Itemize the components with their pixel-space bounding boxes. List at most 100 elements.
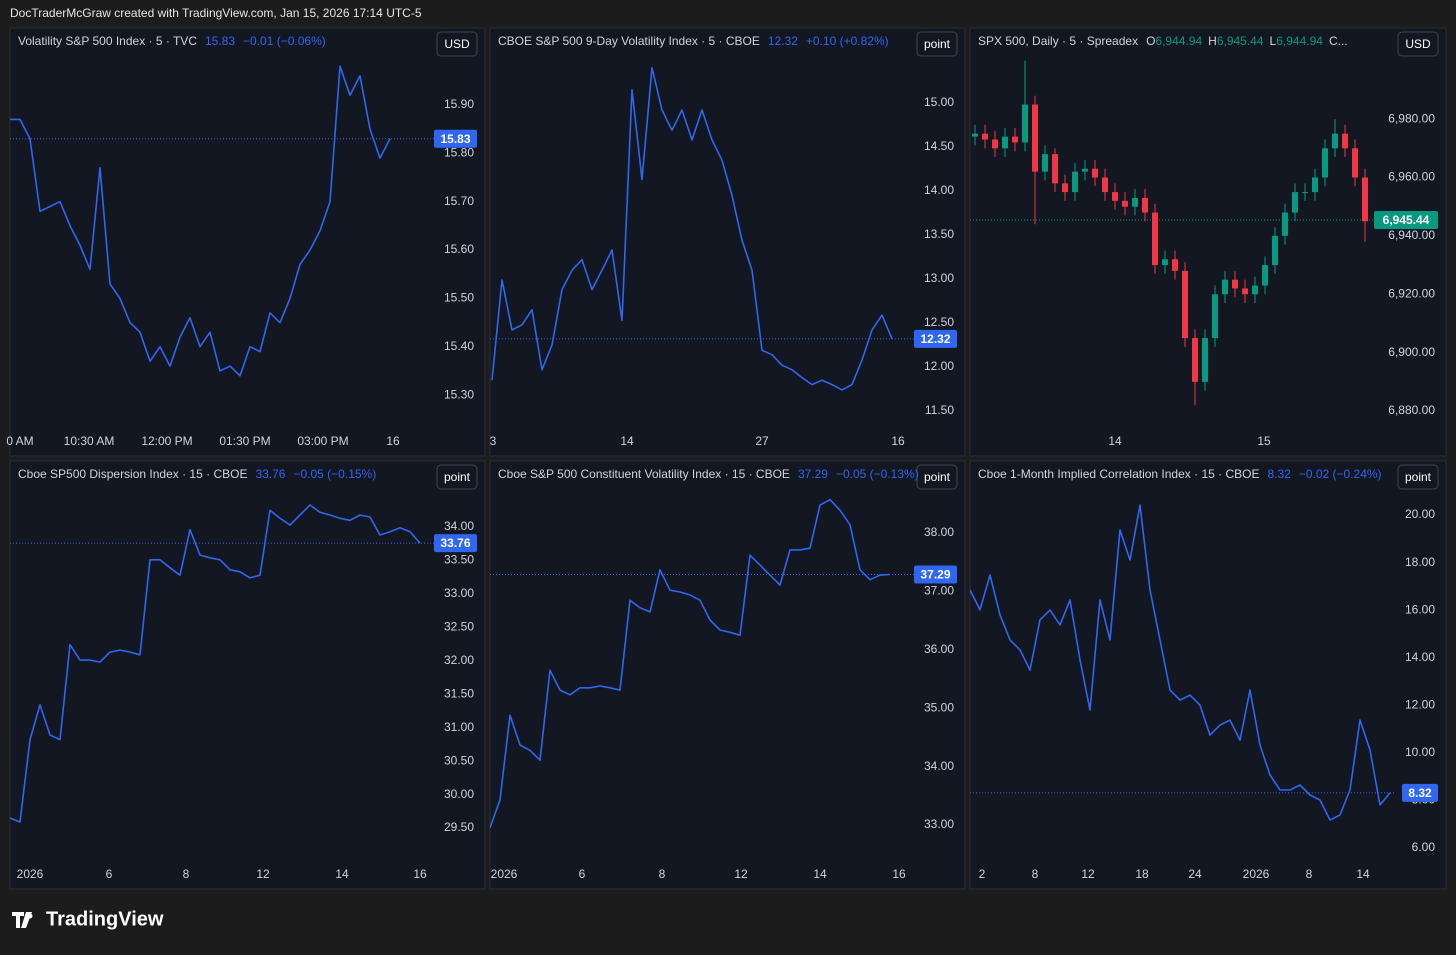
- y-tick-label: 31.00: [444, 720, 474, 734]
- price-badge-label: 12.32: [920, 332, 950, 346]
- y-tick-label: 35.00: [924, 700, 954, 714]
- candle-body: [1132, 197, 1138, 207]
- plot-area: [10, 65, 435, 377]
- plot-area: [490, 498, 915, 829]
- x-tick-label: 14: [813, 867, 827, 881]
- candle-body: [1332, 133, 1338, 149]
- y-tick-label: 33.00: [444, 586, 474, 600]
- chart-header: SPX 500, Daily · 5 · Spreadex O6,944.94 H6…: [978, 34, 1348, 48]
- last-value: 8.32: [1267, 467, 1291, 481]
- candle-body: [1182, 270, 1188, 339]
- x-tick-label: 16: [892, 867, 906, 881]
- ohlc-key: O: [1146, 34, 1155, 48]
- change: −0.01 (−0.06%): [243, 34, 326, 48]
- y-tick-label: 6,960.00: [1388, 170, 1435, 184]
- x-tick-label: 27: [755, 434, 769, 448]
- candle-body: [1142, 197, 1148, 213]
- series-line: [970, 504, 1391, 821]
- candle-body: [1352, 148, 1358, 178]
- x-tick-label: 8: [659, 867, 666, 881]
- last-value: 37.29: [798, 467, 828, 481]
- ohlc-key: H: [1208, 34, 1217, 48]
- y-tick-label: 15.00: [924, 95, 954, 109]
- candle-body: [1152, 212, 1158, 266]
- candle-body: [1222, 279, 1228, 295]
- chart-title: CBOE S&P 500 9-Day Volatility Index · 5 …: [498, 34, 760, 48]
- chart-title: Cboe SP500 Dispersion Index · 15 · CBOE: [18, 467, 247, 481]
- candle-body: [1012, 136, 1018, 143]
- x-tick-label: 15: [1257, 434, 1271, 448]
- footer-logo: TradingView: [12, 908, 164, 930]
- series-line: [10, 504, 421, 823]
- x-tick-label: 14: [1108, 434, 1122, 448]
- logo-text: TradingView: [46, 908, 164, 930]
- y-tick-label: 33.00: [924, 817, 954, 831]
- unit-button-label: USD: [444, 37, 470, 51]
- y-tick-label: 30.00: [444, 787, 474, 801]
- y-tick-label: 30.50: [444, 753, 474, 767]
- y-tick-label: 20.00: [1405, 507, 1435, 521]
- price-badge-label: 15.83: [440, 132, 470, 146]
- unit-button: [436, 464, 478, 490]
- y-tick-label: 14.00: [924, 183, 954, 197]
- y-tick-label: 15.60: [444, 242, 474, 256]
- plot-area: [10, 504, 435, 823]
- x-tick-label: 12: [1081, 867, 1095, 881]
- y-tick-label: 10.00: [1405, 745, 1435, 759]
- y-tick-label: 36.00: [924, 642, 954, 656]
- unit-button: [1397, 31, 1439, 57]
- candle-body: [1002, 136, 1008, 149]
- y-tick-label: 14.50: [924, 139, 954, 153]
- x-tick-label: 6: [106, 867, 113, 881]
- x-tick-label: 03:00 PM: [297, 434, 348, 448]
- candle-body: [992, 139, 998, 149]
- y-tick-label: 38.00: [924, 525, 954, 539]
- x-tick-label: 2026: [17, 867, 44, 881]
- unit-button: [1397, 464, 1439, 490]
- x-tick-label: 3: [490, 434, 497, 448]
- last-value: 33.76: [255, 467, 285, 481]
- candle-body: [1322, 148, 1328, 178]
- unit-button-label: USD: [1405, 37, 1431, 51]
- x-tick-label: 8: [183, 867, 190, 881]
- x-tick-label: 01:30 PM: [219, 434, 270, 448]
- chart-panel: 6.008.0010.0012.0014.0016.0018.0020.0028…: [969, 460, 1447, 890]
- last-value: 15.83: [205, 34, 235, 48]
- y-tick-label: 15.90: [444, 97, 474, 111]
- unit-button: [916, 31, 958, 57]
- panel-background: [969, 460, 1447, 890]
- candle-body: [1292, 192, 1298, 213]
- x-tick-label: 10:30 AM: [64, 434, 115, 448]
- plot-area: [970, 504, 1395, 821]
- change: −0.05 (−0.15%): [293, 467, 376, 481]
- candle-body: [1202, 338, 1208, 382]
- chart-title: Cboe 1-Month Implied Correlation Index ·…: [978, 467, 1259, 481]
- panel-background: [489, 27, 966, 457]
- chart-header: Cboe SP500 Dispersion Index · 15 · CBOE 3…: [18, 467, 376, 481]
- x-tick-label: 16: [413, 867, 427, 881]
- chart-title: Volatility S&P 500 Index · 5 · TVC: [18, 34, 197, 48]
- series-line: [491, 67, 893, 391]
- candle-body: [1302, 192, 1308, 194]
- chart-header: Cboe S&P 500 Constituent Volatility Inde…: [498, 467, 919, 481]
- last-value: 12.32: [768, 34, 798, 48]
- x-tick-label: 14: [1356, 867, 1370, 881]
- plot-area: [970, 60, 1395, 406]
- y-tick-label: 14.00: [1405, 650, 1435, 664]
- price-badge: [1402, 783, 1438, 802]
- y-tick-label: 34.00: [444, 519, 474, 533]
- y-tick-label: 18.00: [1405, 555, 1435, 569]
- x-tick-label: 6: [579, 867, 586, 881]
- panel-background: [9, 27, 486, 457]
- price-badge-label: 33.76: [440, 536, 470, 550]
- y-tick-label: 32.50: [444, 620, 474, 634]
- unit-button-label: point: [924, 37, 951, 51]
- candle-body: [1192, 338, 1198, 382]
- ohlc-value: 6,945.44: [1217, 34, 1264, 48]
- ohlc-value: 6,944.94: [1276, 34, 1323, 48]
- unit-button: [436, 31, 478, 57]
- candle-body: [1232, 279, 1238, 289]
- candle-body: [1102, 177, 1108, 193]
- x-tick-label: 2026: [491, 867, 518, 881]
